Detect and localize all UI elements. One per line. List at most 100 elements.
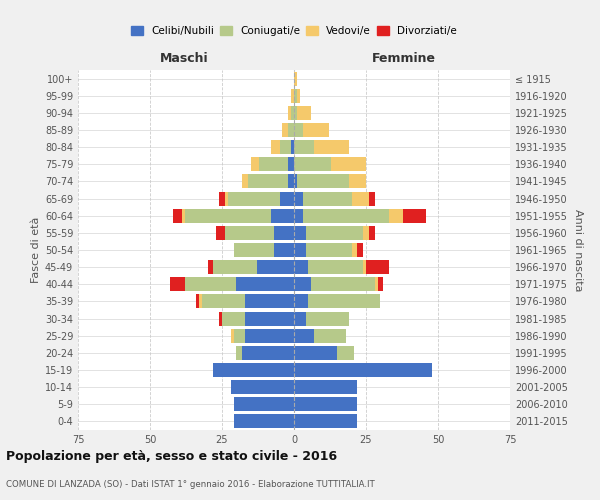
Bar: [208, 260, 214, 274]
Bar: [294, 363, 432, 377]
Bar: [374, 278, 377, 291]
Bar: [308, 294, 380, 308]
Bar: [349, 174, 366, 188]
Bar: [248, 174, 288, 188]
Bar: [291, 140, 294, 154]
Bar: [225, 192, 228, 205]
Bar: [233, 328, 245, 342]
Bar: [363, 226, 369, 240]
Bar: [274, 243, 294, 257]
Text: Femmine: Femmine: [371, 52, 436, 65]
Legend: Celibi/Nubili, Coniugati/e, Vedovi/e, Divorziati/e: Celibi/Nubili, Coniugati/e, Vedovi/e, Di…: [131, 26, 457, 36]
Bar: [294, 158, 331, 172]
Bar: [369, 226, 374, 240]
Bar: [314, 140, 349, 154]
Bar: [288, 123, 294, 137]
Bar: [271, 208, 294, 222]
Bar: [214, 363, 294, 377]
Bar: [251, 158, 259, 172]
Bar: [294, 278, 311, 291]
Bar: [352, 192, 369, 205]
Bar: [245, 328, 294, 342]
Bar: [302, 123, 329, 137]
Bar: [311, 278, 374, 291]
Bar: [288, 174, 294, 188]
Bar: [297, 88, 300, 102]
Bar: [294, 123, 302, 137]
Y-axis label: Anni di nascita: Anni di nascita: [573, 209, 583, 291]
Bar: [294, 398, 358, 411]
Bar: [173, 208, 182, 222]
Bar: [233, 414, 294, 428]
Bar: [196, 294, 199, 308]
Bar: [294, 294, 308, 308]
Bar: [230, 380, 294, 394]
Bar: [280, 192, 294, 205]
Bar: [245, 312, 294, 326]
Y-axis label: Fasce di età: Fasce di età: [31, 217, 41, 283]
Bar: [259, 158, 288, 172]
Bar: [314, 328, 346, 342]
Bar: [219, 312, 222, 326]
Bar: [288, 106, 291, 120]
Bar: [305, 243, 352, 257]
Bar: [219, 192, 225, 205]
Bar: [294, 380, 358, 394]
Bar: [294, 140, 314, 154]
Bar: [363, 260, 366, 274]
Text: Popolazione per età, sesso e stato civile - 2016: Popolazione per età, sesso e stato civil…: [6, 450, 337, 463]
Bar: [294, 312, 305, 326]
Bar: [294, 414, 358, 428]
Bar: [294, 192, 302, 205]
Bar: [233, 398, 294, 411]
Bar: [377, 278, 383, 291]
Bar: [202, 294, 245, 308]
Bar: [257, 260, 294, 274]
Bar: [242, 346, 294, 360]
Bar: [199, 294, 202, 308]
Bar: [233, 243, 274, 257]
Bar: [185, 278, 236, 291]
Bar: [222, 312, 245, 326]
Bar: [291, 106, 294, 120]
Bar: [280, 140, 291, 154]
Bar: [242, 174, 248, 188]
Bar: [358, 243, 363, 257]
Bar: [288, 158, 294, 172]
Bar: [294, 328, 314, 342]
Bar: [230, 328, 233, 342]
Bar: [271, 140, 280, 154]
Bar: [294, 208, 302, 222]
Bar: [337, 346, 355, 360]
Bar: [294, 243, 305, 257]
Bar: [294, 346, 337, 360]
Bar: [305, 312, 349, 326]
Bar: [294, 106, 297, 120]
Bar: [294, 260, 308, 274]
Bar: [245, 294, 294, 308]
Bar: [170, 278, 185, 291]
Bar: [302, 208, 389, 222]
Bar: [331, 158, 366, 172]
Bar: [294, 72, 297, 86]
Bar: [302, 192, 352, 205]
Bar: [305, 226, 363, 240]
Bar: [236, 278, 294, 291]
Text: COMUNE DI LANZADA (SO) - Dati ISTAT 1° gennaio 2016 - Elaborazione TUTTITALIA.IT: COMUNE DI LANZADA (SO) - Dati ISTAT 1° g…: [6, 480, 375, 489]
Bar: [389, 208, 403, 222]
Bar: [274, 226, 294, 240]
Bar: [297, 106, 311, 120]
Bar: [185, 208, 271, 222]
Bar: [369, 192, 374, 205]
Bar: [294, 88, 297, 102]
Bar: [283, 123, 288, 137]
Text: Maschi: Maschi: [160, 52, 209, 65]
Bar: [214, 260, 257, 274]
Bar: [216, 226, 225, 240]
Bar: [294, 174, 297, 188]
Bar: [291, 88, 294, 102]
Bar: [308, 260, 363, 274]
Bar: [297, 174, 349, 188]
Bar: [366, 260, 389, 274]
Bar: [228, 192, 280, 205]
